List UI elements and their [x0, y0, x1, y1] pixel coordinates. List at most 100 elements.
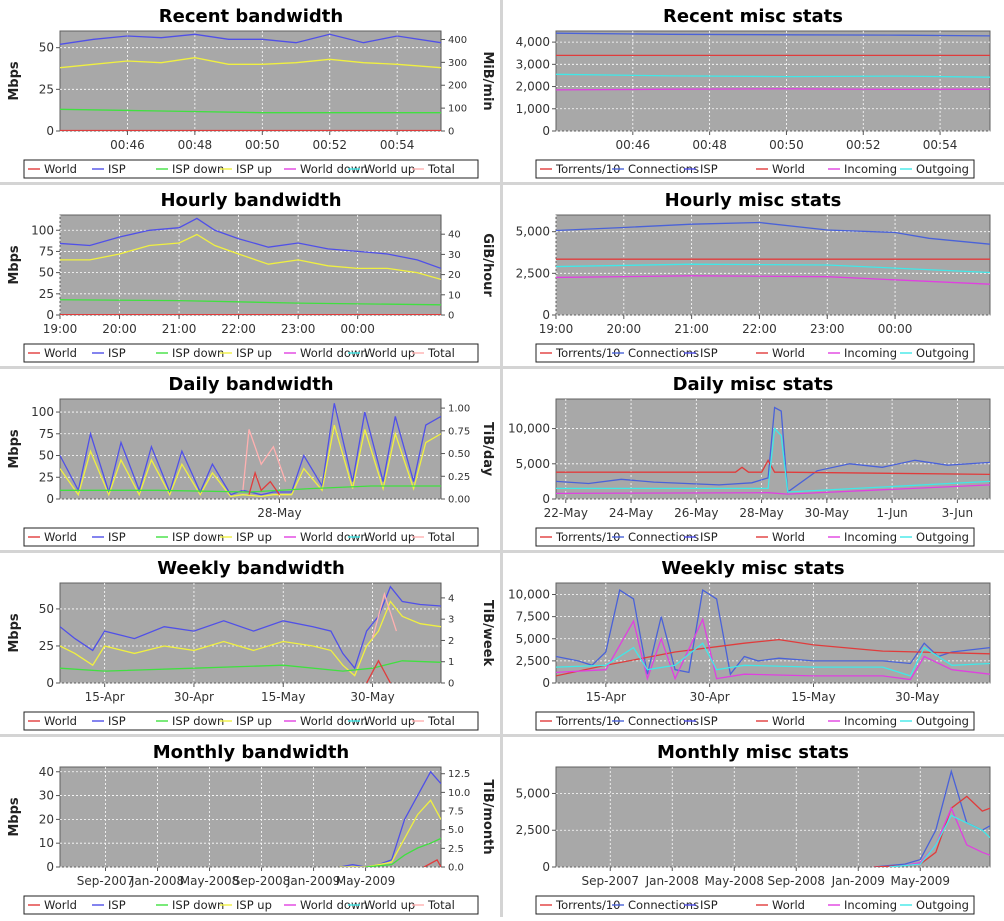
- x-tick-label: Sep-2007: [77, 874, 135, 888]
- legend-item: Connections: [612, 162, 699, 176]
- series-line-outgoing: [556, 642, 990, 677]
- x-tick-label: 20:00: [607, 322, 642, 336]
- x-tick-label: 26-May: [674, 506, 718, 520]
- legend-item: ISP: [92, 898, 126, 912]
- legend-item: Torrents/10: [540, 530, 620, 544]
- x-tick-label: 22:00: [221, 322, 256, 336]
- x-tick-label: May-2009: [891, 874, 950, 888]
- x-tick-label: 20:00: [102, 322, 137, 336]
- y-tick-label: 2,000: [516, 80, 550, 94]
- legend-item: Torrents/10: [540, 714, 620, 728]
- x-tick-label: 00:50: [769, 138, 804, 152]
- legend-item: World: [28, 346, 77, 360]
- x-tick-label: 1-Jun: [876, 506, 907, 520]
- x-tick-label: May-2008: [180, 874, 239, 888]
- series-group: [873, 769, 990, 867]
- legend-label: ISP down: [172, 898, 224, 912]
- x-tick-label: 23:00: [281, 322, 316, 336]
- x-tick-label: May-2009: [336, 874, 395, 888]
- legend-box: [23, 895, 479, 915]
- y-axis-label: Mbps: [7, 613, 22, 653]
- y-tick-label: 0: [46, 676, 54, 690]
- legend-label: ISP down: [172, 346, 224, 360]
- y-tick-label: 5,000: [516, 786, 550, 800]
- x-tick-label: 30-May: [895, 690, 939, 704]
- legend-label: Total: [427, 898, 455, 912]
- legend-label: Torrents/10: [555, 898, 620, 912]
- y-tick-label: 3,000: [516, 57, 550, 71]
- legend-label: ISP: [700, 530, 718, 544]
- legend: Torrents/10 Connections ISP World Incoming Ou…: [535, 159, 975, 179]
- legend-item: World up: [348, 714, 415, 728]
- legend-item: ISP: [684, 898, 718, 912]
- chart-title: Weekly misc stats: [661, 558, 844, 579]
- legend-label: ISP: [700, 898, 718, 912]
- legend-label: Incoming: [844, 898, 897, 912]
- legend-item: ISP: [684, 714, 718, 728]
- chart-title: Monthly bandwidth: [153, 742, 350, 763]
- legend-label: World up: [364, 346, 415, 360]
- legend-item: Total: [412, 162, 455, 176]
- legend-item: Incoming: [828, 162, 897, 176]
- legend-item: Connections: [612, 346, 699, 360]
- legend-label: World: [772, 346, 805, 360]
- series-line-isp-up: [60, 233, 441, 281]
- legend-item: World: [756, 898, 805, 912]
- y2-tick-label: 30: [448, 250, 461, 261]
- y-tick-label: 0: [542, 492, 550, 506]
- legend-item: World up: [348, 346, 415, 360]
- y2-tick-label: 300: [448, 58, 467, 69]
- legend-label: World: [44, 530, 77, 544]
- y2-tick-label: 0.75: [448, 426, 470, 437]
- legend-item: World down: [284, 898, 368, 912]
- y2-axis-label: MiB/min: [480, 51, 495, 110]
- x-tick-label: 24-May: [609, 506, 653, 520]
- series-group: [556, 32, 990, 91]
- x-tick-label: Jan-2008: [645, 874, 699, 888]
- series-line-isp-down: [60, 299, 441, 306]
- legend-label: World down: [300, 530, 368, 544]
- legend-label: Outgoing: [916, 530, 969, 544]
- legend-label: World up: [364, 898, 415, 912]
- chart-recent-misc: Recent misc stats 00:46 00:48 00:50 00:52 00:…: [516, 6, 991, 179]
- legend-item: Torrents/10: [540, 346, 620, 360]
- series-group: [339, 770, 441, 867]
- legend-item: ISP down: [156, 898, 224, 912]
- legend-label: World: [44, 898, 77, 912]
- x-tick-label: 3-Jun: [942, 506, 973, 520]
- legend-label: Connections: [628, 714, 699, 728]
- y-axis-label: Mbps: [7, 429, 22, 469]
- y-tick-label: 75: [39, 427, 54, 441]
- y-tick-label: 0: [46, 308, 54, 322]
- legend-label: ISP up: [236, 714, 272, 728]
- x-tick-label: 15-May: [261, 690, 305, 704]
- plot-area: [555, 30, 991, 132]
- legend-item: ISP up: [220, 346, 272, 360]
- legend-label: ISP down: [172, 714, 224, 728]
- legend-label: ISP: [108, 898, 126, 912]
- legend-item: World: [28, 714, 77, 728]
- plot-area: [59, 214, 442, 316]
- y-tick-label: 4,000: [516, 35, 550, 49]
- y-tick-label: 20: [39, 812, 54, 826]
- y-tick-label: 50: [39, 449, 54, 463]
- legend-label: World: [772, 898, 805, 912]
- y-tick-label: 1,000: [516, 102, 550, 116]
- x-tick-label: 30-Apr: [690, 690, 730, 704]
- plot-area: [555, 582, 991, 684]
- legend-label: ISP up: [236, 162, 272, 176]
- legend-item: ISP up: [220, 530, 272, 544]
- x-tick-label: 00:48: [178, 138, 213, 152]
- y2-tick-label: 10.0: [448, 788, 470, 799]
- series-line-world: [248, 470, 281, 496]
- legend-label: World up: [364, 530, 415, 544]
- series-line-connections: [556, 221, 990, 245]
- x-tick-label: 15-Apr: [85, 690, 125, 704]
- y-tick-label: 50: [39, 41, 54, 55]
- legend-item: Outgoing: [900, 162, 969, 176]
- legend-label: Connections: [628, 162, 699, 176]
- y2-tick-label: 0: [448, 127, 454, 138]
- y2-tick-label: 2.5: [448, 844, 464, 855]
